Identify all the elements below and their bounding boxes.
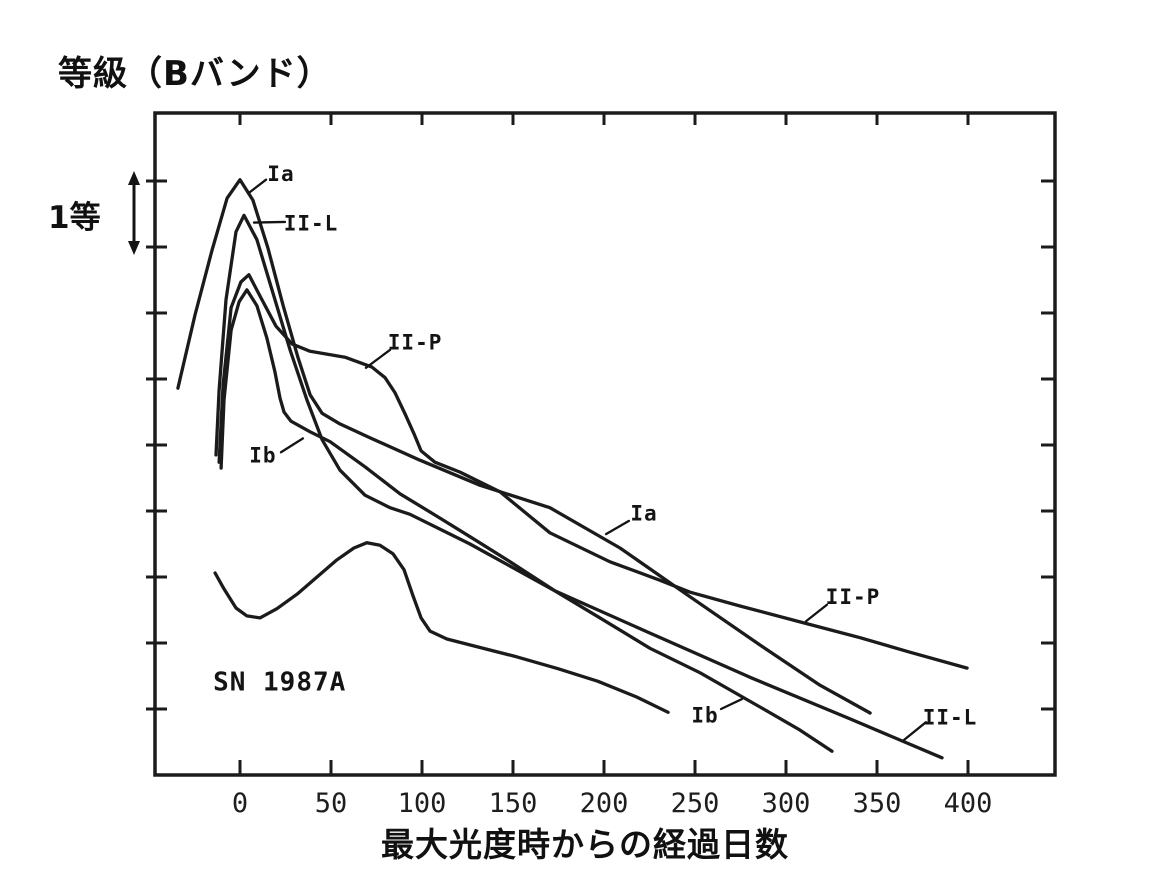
- curve-II-L: [214, 213, 944, 760]
- x-axis-title: 最大光度時からの経過日数: [381, 825, 789, 864]
- x-tick-label: 350: [853, 788, 902, 819]
- label-leader-Ia: [247, 178, 268, 195]
- magnitude-scale-arrow-icon: [128, 171, 140, 255]
- curve-label-II-L: II-L: [284, 212, 339, 236]
- x-tick-label: 50: [315, 788, 348, 819]
- x-tick-label: 0: [232, 788, 248, 819]
- label-leader-Ib: [279, 437, 305, 454]
- curve-label-II-P: II-P: [826, 585, 881, 609]
- curve-II-P: [217, 273, 969, 670]
- x-tick-label: 250: [671, 788, 720, 819]
- curve-Ia: [176, 178, 872, 715]
- x-tick-label: 400: [944, 788, 993, 819]
- x-tick-label: 150: [489, 788, 538, 819]
- x-tick-label: 200: [580, 788, 629, 819]
- label-leader-II-L: [902, 721, 928, 742]
- y-axis-title: 等級（Bバンド）: [58, 54, 332, 94]
- x-tick-label: 100: [398, 788, 447, 819]
- label-leader-II-P: [364, 348, 392, 369]
- curve-label-II-P: II-P: [388, 330, 443, 354]
- curve-label-Ia: Ia: [267, 162, 294, 186]
- magnitude-scale-label: 1等: [48, 200, 101, 236]
- curve-Ib: [219, 288, 834, 753]
- label-leader-Ia: [604, 519, 631, 536]
- label-leader-Ib: [719, 697, 744, 711]
- curve-label-Ia: Ia: [630, 501, 657, 525]
- curve-label-Ib: Ib: [249, 443, 276, 467]
- curve-label-II-L: II-L: [923, 705, 978, 729]
- curve-SN-1987A: [213, 541, 670, 714]
- x-tick-label: 300: [762, 788, 811, 819]
- curve-label-Ib: Ib: [691, 703, 718, 727]
- curve-label-SN-1987A: SN 1987A: [213, 667, 346, 697]
- label-leader-II-L: [252, 220, 287, 224]
- label-leader-II-P: [804, 603, 829, 623]
